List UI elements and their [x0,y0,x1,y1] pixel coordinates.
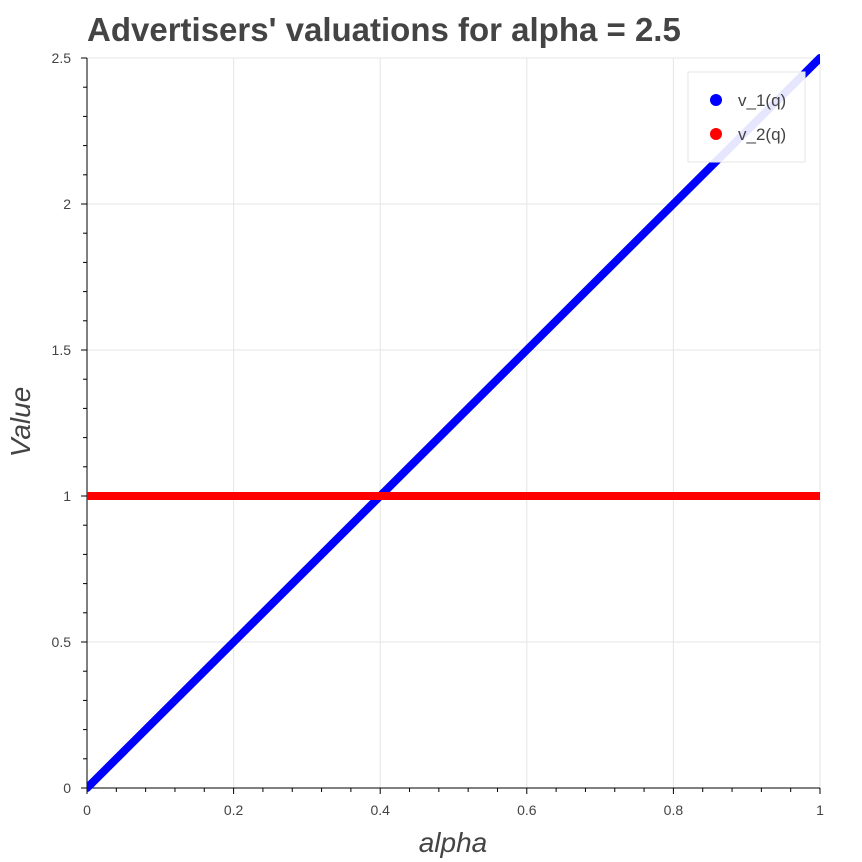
y-tick-label: 1.5 [52,342,72,358]
y-tick-label: 1 [63,488,71,504]
legend: v_1(q) v_2(q) [687,71,806,163]
y-axis-label: Value [5,387,36,458]
x-tick-label: 0.4 [370,802,390,818]
x-tick-label: 0.6 [517,802,537,818]
legend-marker-2 [710,128,722,140]
axes: 0 0.2 0.4 0.6 0.8 1 0 0.5 1 1.5 2 2.5 [52,50,825,818]
series [87,54,820,792]
legend-label-1: v_1(q) [738,91,786,110]
x-tick-label: 0 [83,802,91,818]
y-tick-label: 0.5 [52,634,72,650]
y-tick-label: 2.5 [52,50,72,66]
chart-title: Advertisers' valuations for alpha = 2.5 [87,11,681,48]
y-tick-label: 2 [63,196,71,212]
x-tick-label: 0.8 [664,802,684,818]
y-tick-label: 0 [63,780,71,796]
legend-label-2: v_2(q) [738,125,786,144]
series-line-1 [87,54,820,792]
x-axis-label: alpha [419,827,488,858]
legend-box [687,71,806,163]
x-tick-label: 0.2 [224,802,244,818]
legend-marker-1 [710,94,722,106]
x-tick-label: 1 [816,802,824,818]
